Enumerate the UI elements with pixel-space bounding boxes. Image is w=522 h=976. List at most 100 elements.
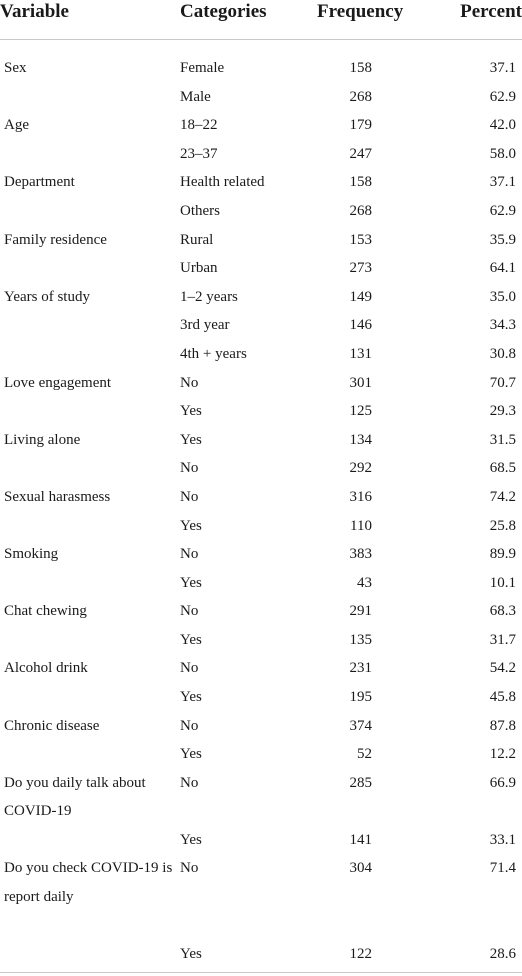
cell-percent: 70.7 [489,374,516,391]
cell-category: Yes [180,631,202,648]
table-row: Living alone Yes 134 31.5 [0,421,522,450]
table-row: Others 268 62.9 [0,192,522,221]
header-variable: Variable [0,1,69,22]
header-percent: Percent [460,1,522,22]
cell-percent: 68.5 [489,460,516,477]
cell-frequency: 43 [357,574,372,591]
cell-percent: 66.9 [489,774,516,791]
table-row: Smoking No 383 89.9 [0,535,522,564]
cell-variable: Age [4,117,29,134]
cell-frequency: 153 [349,231,373,248]
table-row: Chronic disease No 374 87.8 [0,707,522,736]
cell-percent: 37.1 [489,174,516,191]
cell-percent: 34.3 [489,317,516,334]
table-row: Do you check COVID-19 is report daily No 3… [0,849,522,935]
cell-percent: 42.0 [489,117,516,134]
table-row: Urban 273 64.1 [0,249,522,278]
table-row: Department Health related 158 37.1 [0,163,522,192]
cell-category: No [180,717,199,734]
table-row: Love engagement No 301 70.7 [0,364,522,393]
table-row: 23–37 247 58.0 [0,135,522,164]
cell-category: Others [180,202,220,219]
cell-frequency: 383 [349,546,373,563]
cell-frequency: 247 [349,145,373,162]
table-row: Yes 195 45.8 [0,678,522,707]
table-row: Years of study 1–2 years 149 35.0 [0,278,522,307]
table-row: Family residence Rural 153 35.9 [0,221,522,250]
cell-frequency: 195 [349,689,373,706]
cell-frequency: 304 [349,860,373,877]
cell-frequency: 158 [349,174,373,191]
cell-percent: 62.9 [489,88,516,105]
cell-frequency: 374 [349,717,373,734]
cell-percent: 68.3 [489,603,516,620]
cell-variable: Family residence [4,231,107,248]
cell-frequency: 301 [349,374,373,391]
cell-frequency: 292 [349,460,373,477]
cell-variable: Alcohol drink [4,660,88,677]
cell-variable: Smoking [4,546,59,563]
cell-category: No [180,460,199,477]
cell-frequency: 158 [349,60,373,76]
table-row: Age 18–22 179 42.0 [0,106,522,135]
cell-category: Yes [180,945,202,962]
cell-category: No [180,660,199,677]
cell-percent: 62.9 [489,202,516,219]
cell-category: Yes [180,403,202,420]
cell-category: Yes [180,431,202,448]
cell-frequency: 149 [349,288,373,305]
cell-category: No [180,860,199,877]
table-row: 4th + years 131 30.8 [0,335,522,364]
cell-frequency: 231 [349,660,373,677]
cell-category: Health related [180,174,265,191]
cell-percent: 54.2 [489,660,516,677]
cell-variable: Do you daily talk about COVID-19 [4,774,146,820]
cell-frequency: 110 [350,517,372,534]
table-row: Alcohol drink No 231 54.2 [0,649,522,678]
cell-percent: 64.1 [489,260,516,277]
cell-category: Yes [180,746,202,763]
cell-frequency: 316 [349,488,373,505]
cell-percent: 89.9 [489,546,516,563]
cell-frequency: 285 [349,774,373,791]
cell-category: Male [180,88,211,105]
cell-variable: Living alone [4,431,81,448]
cell-variable: Do you check COVID-19 is report daily [4,860,173,905]
bottom-rule [0,972,522,973]
cell-percent: 12.2 [489,746,516,763]
cell-frequency: 141 [349,831,373,848]
table-row: Sexual harasmess No 316 74.2 [0,478,522,507]
cell-percent: 35.0 [489,288,516,305]
cell-variable: Sex [4,60,27,76]
cell-category: 4th + years [180,345,247,362]
cell-category: Urban [180,260,218,277]
table-row: Yes 52 12.2 [0,735,522,764]
header-frequency: Frequency [317,1,404,22]
cell-category: No [180,774,199,791]
cell-category: Yes [180,689,202,706]
cell-frequency: 134 [349,431,373,448]
cell-frequency: 52 [357,746,372,763]
cell-frequency: 122 [349,945,373,962]
cell-percent: 37.1 [489,60,516,76]
cell-frequency: 291 [349,603,373,620]
cell-category: 1–2 years [180,288,238,305]
cell-percent: 30.8 [489,345,516,362]
cell-variable: Chronic disease [4,717,100,734]
cell-percent: 25.8 [489,517,516,534]
cell-variable: Chat chewing [4,603,87,620]
cell-variable: Department [4,174,75,191]
cell-percent: 29.3 [489,403,516,420]
cell-category: Yes [180,517,202,534]
cell-frequency: 135 [349,631,373,648]
cell-category: 3rd year [180,317,230,334]
cell-variable: Years of study [4,288,90,305]
cell-percent: 31.7 [489,631,516,648]
table-row: Do you daily talk about COVID-19 No 285 66.… [0,764,522,821]
cell-frequency: 146 [349,317,373,334]
table-row: Yes 141 33.1 [0,821,522,850]
table-row: Male 268 62.9 [0,78,522,107]
cell-percent: 28.6 [489,945,516,962]
table-row: Chat chewing No 291 68.3 [0,592,522,621]
